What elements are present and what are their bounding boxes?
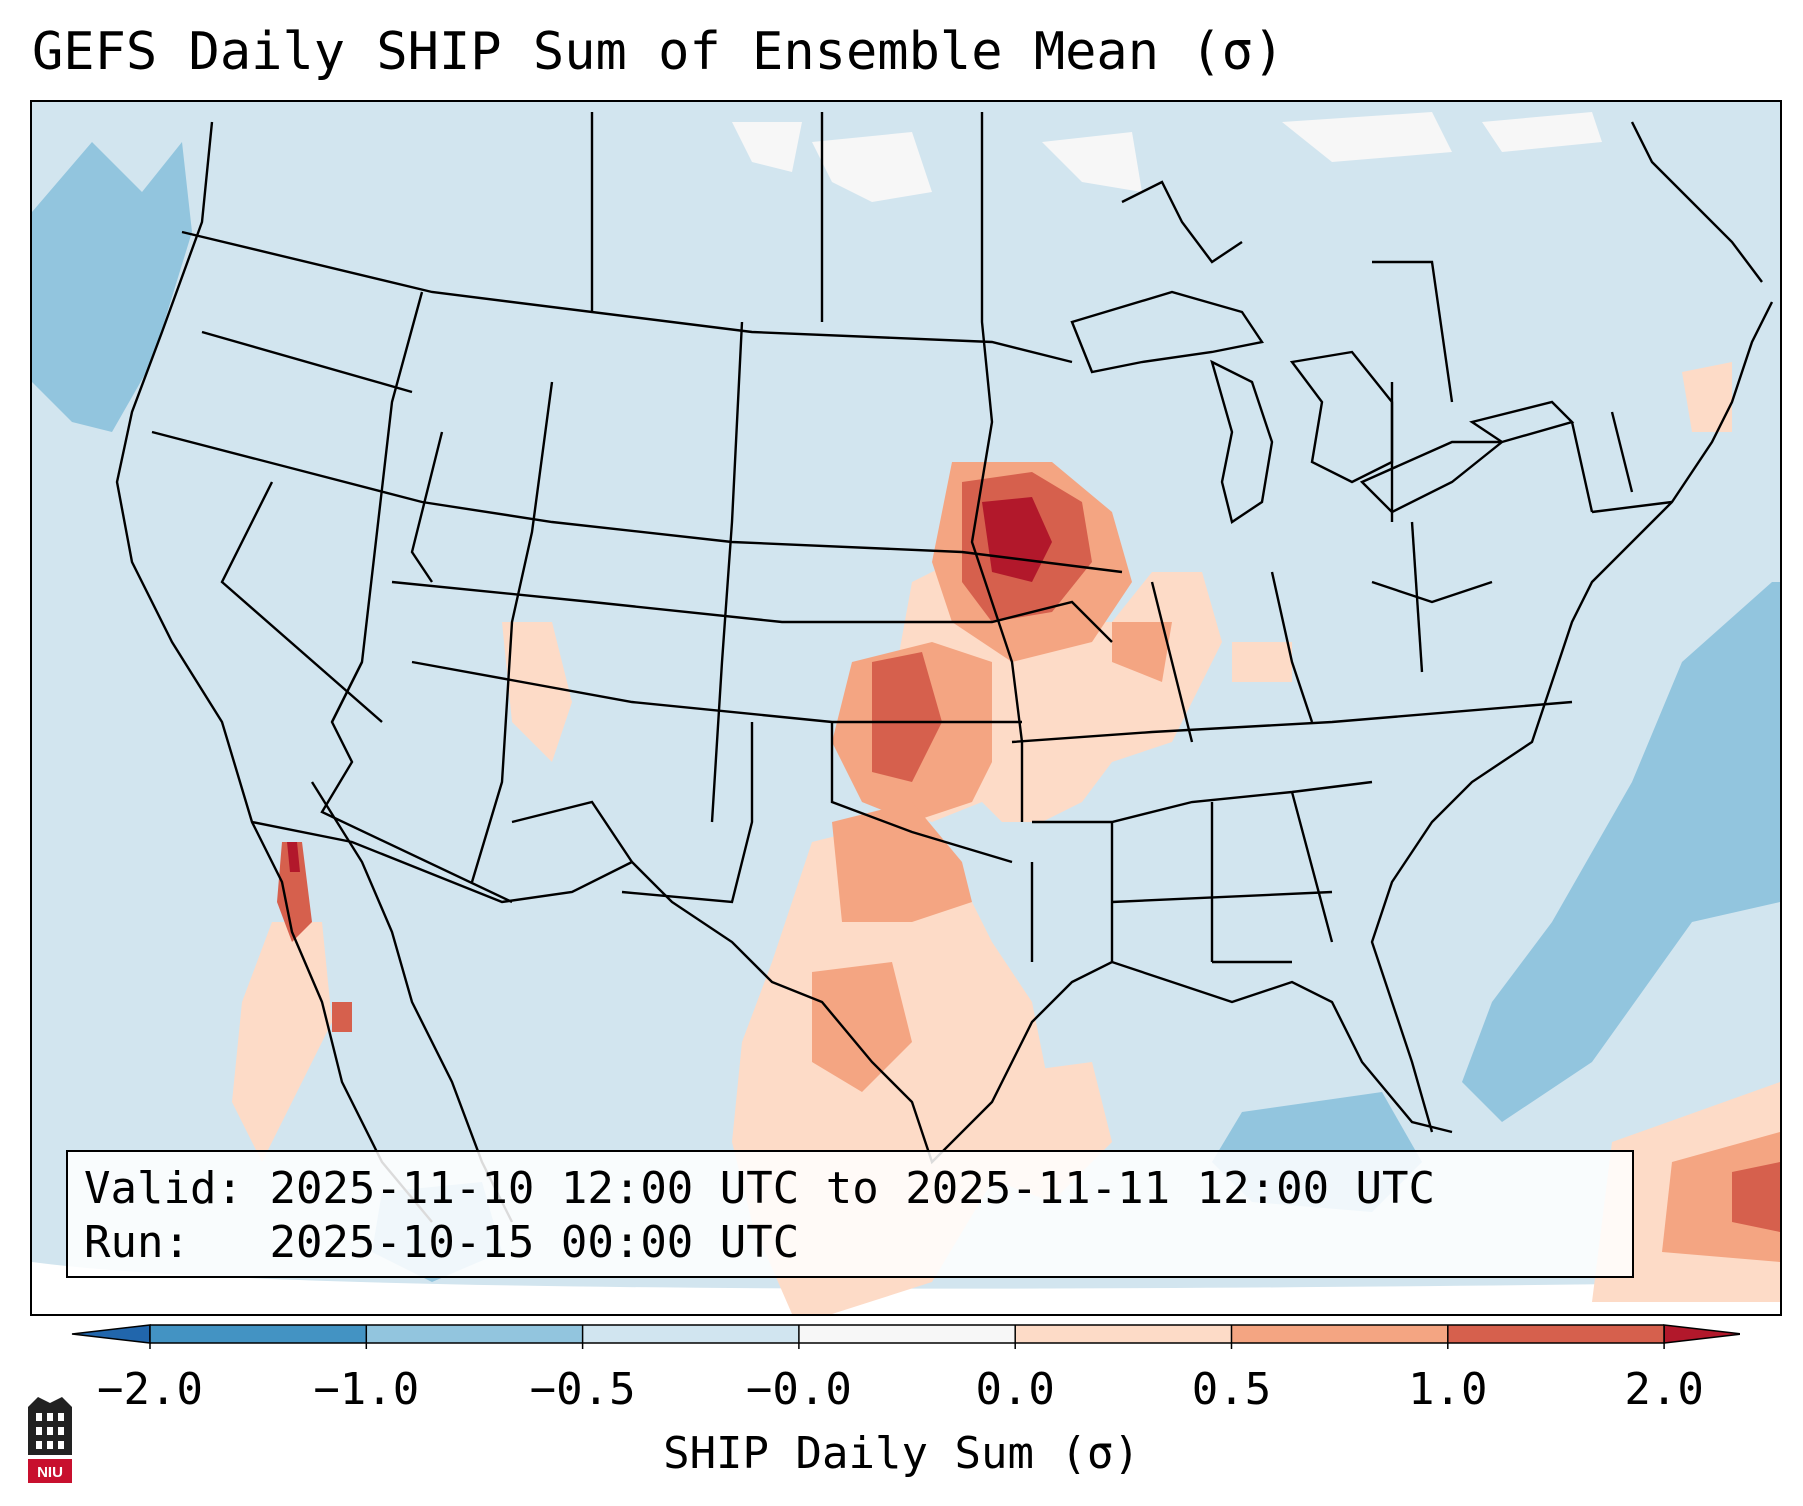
run-label: Run:	[84, 1217, 190, 1268]
colorbar-label: SHIP Daily Sum (σ)	[663, 1428, 1140, 1479]
colorbar-bin	[798, 1325, 1016, 1343]
colorbar-under-extension	[71, 1324, 151, 1344]
colorbar-bin	[150, 1325, 367, 1343]
country-borders	[251, 820, 633, 904]
valid-label: Valid:	[84, 1163, 243, 1214]
colorbar-bin	[582, 1325, 800, 1343]
projection-edge	[32, 1262, 1780, 1314]
valid-row: Valid: 2025-11-10 12:00 UTC to 2025-11-1…	[84, 1162, 1616, 1216]
niu-logo: NIU	[28, 1397, 72, 1483]
colorbar-tick-label: −1.0	[313, 1364, 420, 1415]
colorbar-tick-label: −2.0	[97, 1364, 203, 1415]
colorbar-outline	[150, 1324, 1665, 1344]
run-row: Run: 2025-10-15 00:00 UTC	[84, 1216, 1616, 1270]
colorbar-tick-label: 0.0	[975, 1364, 1055, 1415]
run-value: 2025-10-15 00:00 UTC	[269, 1217, 800, 1268]
validity-info-box: Valid: 2025-11-10 12:00 UTC to 2025-11-1…	[66, 1150, 1634, 1278]
colorbar-tick-label: 1.0	[1408, 1364, 1488, 1415]
colorbar-bin	[1231, 1325, 1449, 1343]
map-panel	[30, 100, 1782, 1316]
neutral-patches	[732, 112, 1602, 202]
great-lakes	[1070, 290, 1575, 524]
colorbar-over-extension	[1663, 1324, 1740, 1344]
colorbar-tick-label: −0.0	[745, 1364, 852, 1415]
colorbar-tick-label: 0.5	[1191, 1364, 1272, 1415]
colorbar-tick-label: 2.0	[1624, 1364, 1704, 1415]
colorbar-bin	[1447, 1325, 1665, 1343]
colorbar-bin	[366, 1325, 584, 1343]
valid-value: 2025-11-10 12:00 UTC to 2025-11-11 12:00…	[269, 1163, 1436, 1214]
map-canvas	[32, 102, 1780, 1314]
map-title: GEFS Daily SHIP Sum of Ensemble Mean (σ)	[32, 22, 1285, 82]
state-borders	[151, 112, 1673, 964]
colorbar-bin	[1015, 1325, 1232, 1343]
logo-text: NIU	[37, 1464, 63, 1481]
colorbar-tick-label: −0.5	[529, 1364, 636, 1415]
colorbar	[71, 1324, 1740, 1349]
